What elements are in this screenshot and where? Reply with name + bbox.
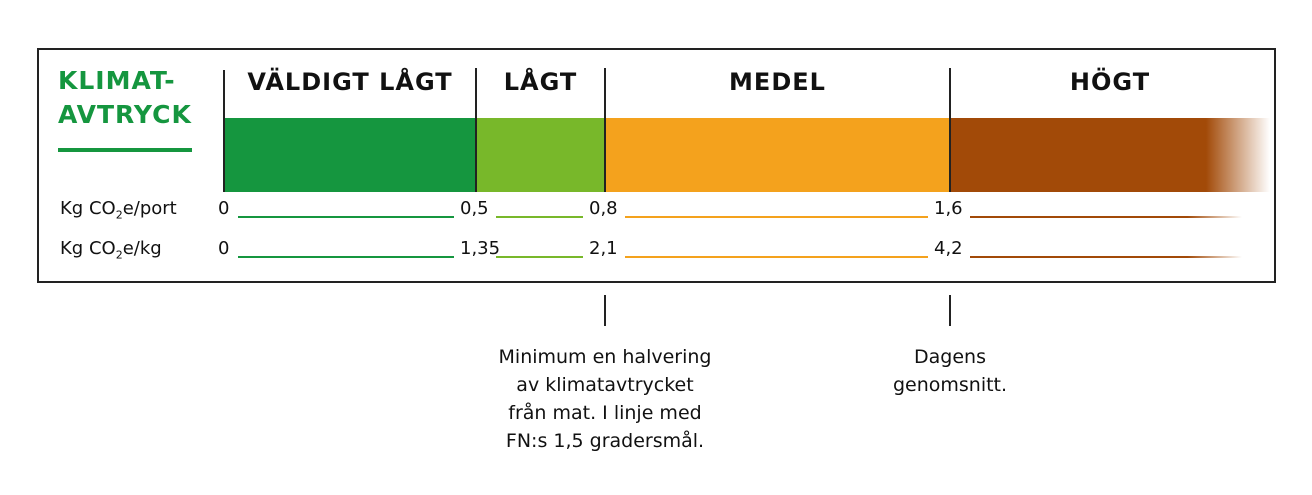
row-segment <box>970 256 1242 258</box>
row-segment <box>238 216 454 218</box>
level-separator <box>604 68 606 192</box>
level-separator <box>949 68 951 192</box>
note-tick <box>604 295 606 326</box>
row-label: Kg CO2e/kg <box>60 238 162 262</box>
title-line: KLIMAT- <box>58 66 176 95</box>
row-value: 1,35 <box>460 238 501 259</box>
row-value: 2,1 <box>589 238 618 259</box>
note-tick <box>949 295 951 326</box>
row-segment <box>970 216 1242 218</box>
scale-box <box>37 48 1276 283</box>
row-value: 4,2 <box>934 238 963 259</box>
title-line: AVTRYCK <box>58 100 192 129</box>
row-value: 1,6 <box>934 198 963 219</box>
row-segment <box>625 256 928 258</box>
note-line: Dagens <box>914 346 986 368</box>
row-value: 0,8 <box>589 198 618 219</box>
level-separator <box>223 70 225 192</box>
row-segment <box>496 256 583 258</box>
level-label: VÄLDIGT LÅGT <box>247 68 453 96</box>
level-separator <box>475 68 477 192</box>
level-bar <box>476 118 605 192</box>
row-label-part: 2 <box>115 248 123 262</box>
row-label-part: e/port <box>122 198 177 219</box>
note-line: genomsnitt. <box>892 374 1008 396</box>
row-label-part: Kg CO <box>60 198 116 219</box>
row-value: 0,5 <box>460 198 489 219</box>
row-label-part: Kg CO <box>60 238 116 259</box>
note-line: Minimum en halvering <box>498 346 712 368</box>
level-bar <box>605 118 950 192</box>
row-value: 0 <box>218 198 230 219</box>
note-line: från mat. I linje med <box>508 402 702 424</box>
title-underline <box>58 148 192 152</box>
level-bar <box>950 118 1270 192</box>
note-line: FN:s 1,5 gradersmål. <box>505 430 705 452</box>
level-label: HÖGT <box>1069 68 1151 96</box>
level-bar <box>224 118 476 192</box>
level-label: MEDEL <box>729 68 826 96</box>
row-segment <box>496 216 583 218</box>
level-label: LÅGT <box>503 68 578 96</box>
note-line: av klimatavtrycket <box>516 374 694 396</box>
row-label-part: e/kg <box>122 238 162 259</box>
row-segment <box>625 216 928 218</box>
row-label-part: 2 <box>115 208 123 222</box>
row-value: 0 <box>218 238 230 259</box>
row-segment <box>238 256 454 258</box>
row-label: Kg CO2e/port <box>60 198 177 222</box>
